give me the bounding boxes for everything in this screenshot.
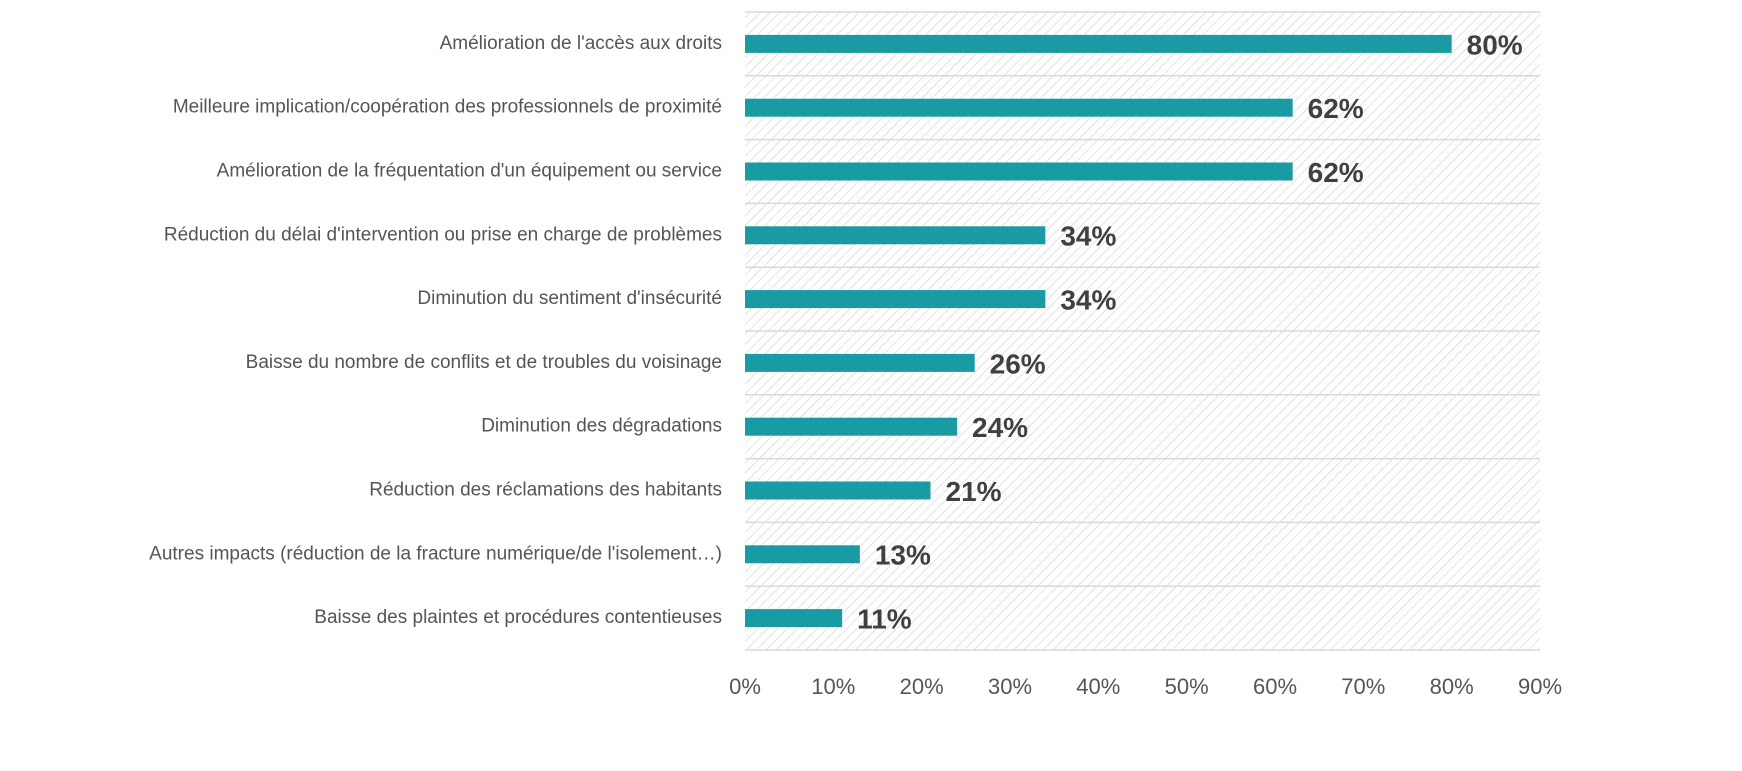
bar — [745, 609, 843, 628]
y-tick-label: Réduction des réclamations des habitants — [369, 480, 722, 501]
y-tick-label: Réduction du délai d'intervention ou pri… — [164, 224, 722, 245]
y-tick-label: Autres impacts (réduction de la fracture… — [149, 543, 722, 564]
value-label: 34% — [1060, 284, 1116, 315]
value-label: 21% — [946, 476, 1002, 507]
bar — [745, 417, 957, 436]
x-tick-label: 80% — [1430, 674, 1474, 699]
value-label: 13% — [875, 540, 931, 571]
bar — [745, 353, 975, 372]
y-tick-label: Baisse du nombre de conflits et de troub… — [246, 352, 722, 373]
bar — [745, 98, 1293, 117]
value-label: 26% — [990, 348, 1046, 379]
y-tick-label: Meilleure implication/coopération des pr… — [173, 97, 722, 118]
y-tick-label: Baisse des plaintes et procédures conten… — [314, 607, 722, 628]
value-label: 11% — [857, 603, 912, 634]
bar — [745, 545, 860, 564]
x-tick-label: 0% — [729, 674, 761, 699]
value-label: 24% — [972, 412, 1028, 443]
x-tick-label: 90% — [1518, 674, 1562, 699]
x-tick-label: 60% — [1253, 674, 1297, 699]
x-tick-label: 50% — [1165, 674, 1209, 699]
x-tick-label: 30% — [988, 674, 1032, 699]
bar — [745, 290, 1046, 309]
bar — [745, 226, 1046, 245]
y-tick-label: Diminution des dégradations — [481, 416, 722, 437]
value-label: 62% — [1308, 157, 1364, 188]
bar — [745, 162, 1293, 181]
value-label: 80% — [1467, 29, 1523, 60]
x-tick-label: 10% — [811, 674, 855, 699]
x-tick-label: 70% — [1341, 674, 1385, 699]
y-tick-label: Amélioration de l'accès aux droits — [440, 33, 722, 54]
y-tick-label: Diminution du sentiment d'insécurité — [417, 288, 722, 309]
bar — [745, 481, 931, 500]
value-label: 34% — [1060, 221, 1116, 252]
bar — [745, 34, 1452, 53]
y-tick-label: Amélioration de la fréquentation d'un éq… — [217, 161, 722, 182]
value-label: 62% — [1308, 93, 1364, 124]
x-tick-label: 40% — [1076, 674, 1120, 699]
x-tick-label: 20% — [900, 674, 944, 699]
